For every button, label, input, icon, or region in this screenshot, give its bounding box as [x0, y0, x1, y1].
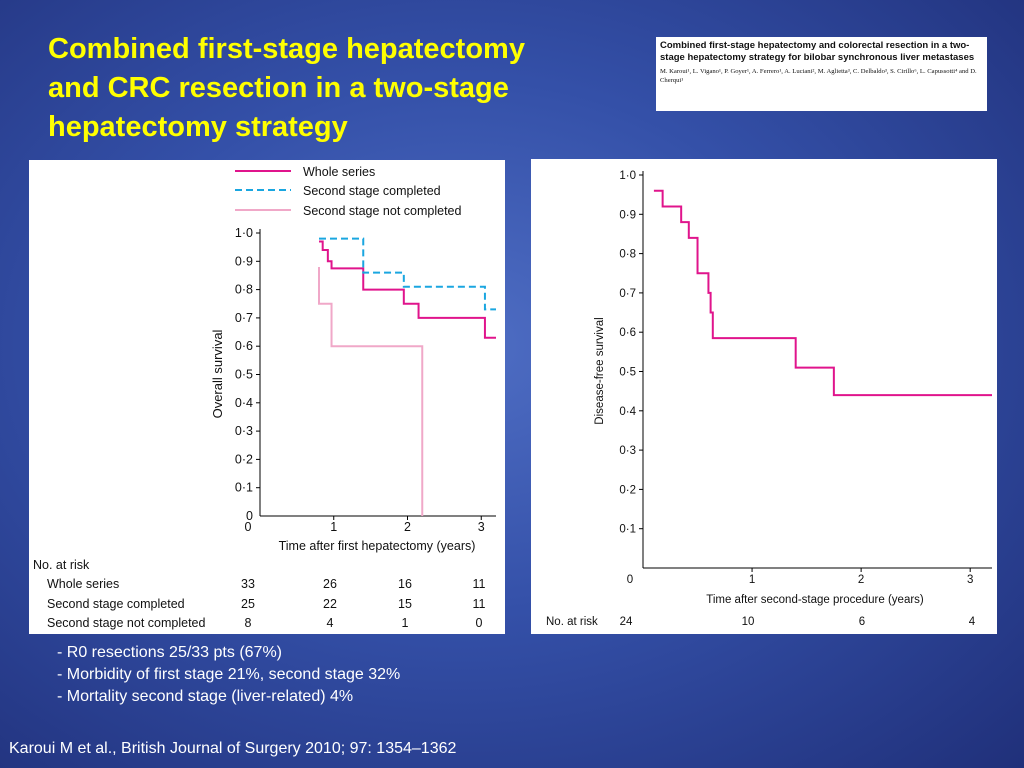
y-tick-label: 0·3 [619, 445, 636, 457]
legend-label: Second stage completed [303, 184, 441, 198]
plot-area [653, 189, 992, 397]
y-axis-label: Overall survival [210, 329, 225, 418]
finding-item: - Morbidity of first stage 21%, second s… [57, 666, 401, 683]
x-tick-label: 3 [967, 574, 973, 586]
x-tick-label: 2 [858, 574, 864, 586]
title-line: and CRC resection in a two-stage [48, 72, 509, 104]
y-tick-label: 0 [246, 509, 253, 523]
chart-axes: 0·1 0·2 0·3 0·4 0·5 0·6 0·7 0·8 0·9 1·0 0 1 2 3 [619, 170, 992, 586]
at-risk-value: 16 [398, 577, 412, 591]
survival-curve-second-stage-completed [319, 237, 496, 311]
y-tick-label: 0·9 [619, 209, 636, 221]
survival-curve-whole-series [319, 240, 496, 339]
y-tick-label: 0·3 [235, 424, 253, 438]
finding-item: - R0 resections 25/33 pts (67%) [57, 644, 282, 661]
chart-axes: 0 0·1 0·2 0·3 0·4 0·5 0·6 0·7 0·8 0·9 1·0 0 1 2 3 [235, 226, 496, 534]
at-risk-value: 25 [241, 597, 255, 611]
survival-curve-second-stage-not-completed [318, 266, 424, 516]
at-risk-value: 10 [742, 616, 755, 628]
legend-label: Second stage not completed [303, 204, 461, 218]
at-risk-value: 8 [245, 616, 252, 630]
x-tick-label: 1 [749, 574, 755, 586]
disease-free-survival-chart-panel: Disease-free survival Time after second-… [531, 159, 997, 634]
y-tick-label: 0·7 [235, 311, 253, 325]
at-risk-value: 22 [323, 597, 337, 611]
article-reference-image: Combined first-stage hepatectomy and col… [656, 37, 987, 111]
chart-legend: Whole series Second stage completed Seco… [235, 165, 461, 218]
y-tick-label: 0·6 [619, 327, 636, 339]
at-risk-value: 15 [398, 597, 412, 611]
y-tick-label: 0·4 [235, 396, 253, 410]
y-tick-label: 0·2 [619, 484, 636, 496]
at-risk-row-label: Second stage completed [47, 597, 185, 611]
slide-title: Combined first-stage hepatectomy and CRC… [48, 30, 638, 147]
legend-label: Whole series [303, 165, 375, 179]
y-tick-label: 1·0 [235, 226, 253, 240]
y-tick-label: 0·8 [235, 283, 253, 297]
at-risk-value: 33 [241, 577, 255, 591]
at-risk-heading: No. at risk [546, 616, 598, 628]
x-tick-label: 1 [330, 520, 337, 534]
key-findings-list: - R0 resections 25/33 pts (67%) - Morbid… [57, 642, 400, 708]
y-tick-label: 0·7 [619, 288, 636, 300]
y-tick-label: 0·2 [235, 452, 253, 466]
x-axis-label: Time after first hepatectomy (years) [279, 539, 476, 553]
at-risk-value: 0 [476, 616, 483, 630]
y-tick-label: 0·4 [619, 406, 636, 418]
at-risk-value: 1 [402, 616, 409, 630]
x-tick-label: 0 [245, 520, 252, 534]
finding-item: - Mortality second stage (liver-related)… [57, 688, 354, 705]
plot-area [318, 237, 496, 516]
citation: Karoui M et al., British Journal of Surg… [9, 740, 457, 757]
y-tick-label: 0·9 [235, 254, 253, 268]
overall-survival-chart: Whole series Second stage completed Seco… [33, 165, 496, 630]
article-title: Combined first-stage hepatectomy and col… [660, 40, 975, 63]
at-risk-value: 24 [620, 616, 633, 628]
at-risk-value: 4 [327, 616, 334, 630]
title-line: hepatectomy strategy [48, 111, 348, 143]
y-axis-label: Disease-free survival [594, 317, 606, 424]
y-tick-label: 0·5 [235, 368, 253, 382]
at-risk-value: 4 [969, 616, 976, 628]
x-axis-label: Time after second-stage procedure (years… [706, 594, 924, 606]
at-risk-value: 11 [473, 577, 486, 591]
disease-free-survival-chart: Disease-free survival Time after second-… [546, 170, 992, 628]
survival-curve-series-0 [653, 189, 992, 397]
article-authors: M. Karoui¹, L. Vigano¹, P. Goyer¹, A. Fe… [660, 68, 977, 84]
at-risk-row-label: Second stage not completed [47, 616, 205, 630]
x-tick-label: 3 [478, 520, 485, 534]
y-tick-label: 0·1 [619, 524, 636, 536]
y-tick-label: 0·8 [619, 249, 636, 261]
overall-survival-chart-panel: Whole series Second stage completed Seco… [29, 160, 505, 634]
x-tick-label: 0 [627, 574, 633, 586]
at-risk-value: 6 [859, 616, 865, 628]
at-risk-value: 11 [473, 597, 486, 611]
at-risk-table: 33 26 16 11 25 22 15 11 8 4 1 0 [241, 577, 485, 630]
y-tick-label: 0·1 [235, 481, 253, 495]
at-risk-table: 24 10 6 4 [620, 616, 976, 628]
y-tick-label: 0·5 [619, 367, 636, 379]
y-tick-label: 1·0 [619, 170, 636, 182]
y-tick-label: 0·6 [235, 339, 253, 353]
at-risk-row-label: Whole series [47, 577, 119, 591]
title-line: Combined first-stage hepatectomy [48, 33, 525, 65]
x-tick-label: 2 [404, 520, 411, 534]
at-risk-heading: No. at risk [33, 558, 90, 572]
at-risk-value: 26 [323, 577, 337, 591]
